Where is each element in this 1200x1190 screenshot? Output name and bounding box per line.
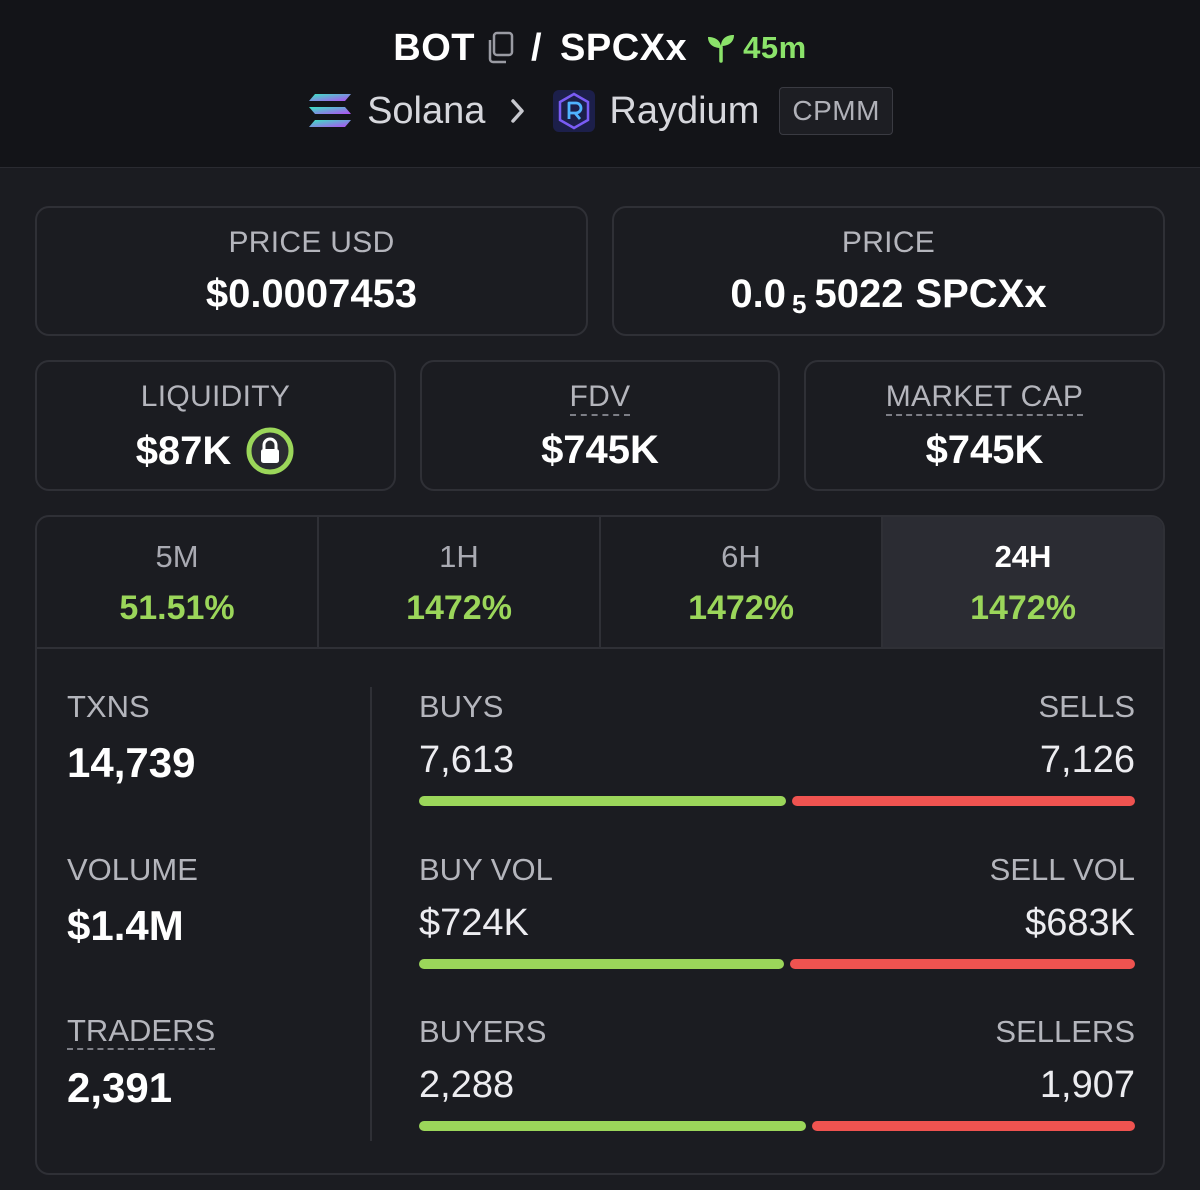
chevron-right-icon	[509, 97, 527, 125]
sells-value: 7,126	[1039, 739, 1135, 781]
price-native-label: PRICE	[841, 226, 936, 259]
volume-ratio-bar	[419, 959, 1135, 969]
raydium-icon	[551, 88, 597, 134]
chain-name[interactable]: Solana	[367, 89, 486, 132]
tab-change: 51.51%	[119, 589, 235, 627]
quote-token-symbol: SPCXx	[560, 26, 688, 69]
txns-value: 14,739	[67, 739, 196, 786]
base-token-symbol: BOT	[393, 26, 475, 69]
timeframe-stats-panel: 5M 51.51% 1H 1472% 6H 1472% 24H 1472% TX…	[35, 515, 1165, 1175]
sellers-label: SELLERS	[995, 1014, 1135, 1049]
txns-label: TXNS	[67, 689, 150, 724]
price-usd-card: PRICE USD $0.0007453	[35, 206, 588, 336]
txns-metric: TXNS 14,739	[67, 689, 195, 787]
buyers-value: 2,288	[419, 1064, 515, 1106]
fdv-label[interactable]: FDV	[569, 380, 631, 416]
sellers-bar	[812, 1121, 1135, 1131]
price-usd-label: PRICE USD	[228, 226, 395, 259]
volume-split: BUY VOL SELL VOL $724K $683K	[419, 852, 1135, 969]
tab-1h[interactable]: 1H 1472%	[319, 517, 601, 647]
chain-dex-row: Solana Raydium CPMM	[0, 84, 1200, 138]
sells-bar	[792, 796, 1135, 806]
price-native-digits: 5022	[814, 272, 904, 316]
sellers-value: 1,907	[1039, 1064, 1135, 1106]
buys-bar	[419, 796, 786, 806]
price-native-zero-count: 5	[791, 289, 807, 319]
tab-24h[interactable]: 24H 1472%	[883, 517, 1163, 647]
buys-sells-split: BUYS SELLS 7,613 7,126	[419, 689, 1135, 806]
liquidity-label: LIQUIDITY	[140, 380, 291, 413]
market-cap-card: MARKET CAP $745K	[804, 360, 1165, 491]
tab-change: 1472%	[406, 589, 512, 627]
lock-icon[interactable]	[245, 426, 295, 476]
sells-label: SELLS	[1038, 689, 1135, 724]
pair-separator: /	[530, 26, 543, 69]
tab-change: 1472%	[688, 589, 794, 627]
dex-name[interactable]: Raydium	[609, 89, 760, 132]
buy-vol-label: BUY VOL	[419, 852, 553, 887]
buyers-bar	[419, 1121, 806, 1131]
seedling-icon	[708, 35, 735, 63]
buy-vol-value: $724K	[419, 902, 529, 944]
traders-split: BUYERS SELLERS 2,288 1,907	[419, 1014, 1135, 1131]
buys-sells-ratio-bar	[419, 796, 1135, 806]
timeframe-tabs: 5M 51.51% 1H 1472% 6H 1472% 24H 1472%	[37, 517, 1163, 649]
tab-label: 24H	[994, 539, 1052, 574]
sell-vol-value: $683K	[1025, 902, 1135, 944]
copy-icon[interactable]	[485, 31, 515, 65]
fdv-value: $745K	[541, 428, 659, 472]
market-cap-label[interactable]: MARKET CAP	[885, 380, 1084, 416]
pair-title-row: BOT / SPCXx 45m	[0, 22, 1200, 74]
column-divider	[370, 687, 372, 1141]
traders-value: 2,391	[67, 1064, 173, 1111]
tab-label: 5M	[155, 539, 199, 574]
liquidity-card: LIQUIDITY $87K	[35, 360, 396, 491]
traders-label[interactable]: TRADERS	[67, 1013, 216, 1050]
fdv-card: FDV $745K	[420, 360, 780, 491]
pool-type-badge: CPMM	[779, 87, 893, 135]
price-native-value: 0.0 5 5022 SPCXx	[614, 272, 1163, 319]
tab-label: 1H	[439, 539, 479, 574]
market-cap-value: $745K	[925, 428, 1044, 472]
pair-header: BOT / SPCXx 45m	[0, 0, 1200, 168]
pair-age-text: 45m	[743, 30, 807, 65]
liquidity-value: $87K	[135, 428, 232, 473]
buyers-label: BUYERS	[419, 1014, 547, 1049]
liquidity-value-row: $87K	[37, 426, 394, 476]
tab-6h[interactable]: 6H 1472%	[601, 517, 883, 647]
tab-change: 1472%	[970, 589, 1076, 627]
sell-vol-bar	[790, 959, 1135, 969]
traders-ratio-bar	[419, 1121, 1135, 1131]
traders-metric: TRADERS 2,391	[67, 1013, 216, 1112]
volume-value: $1.4M	[67, 902, 184, 949]
tab-5m[interactable]: 5M 51.51%	[37, 517, 319, 647]
price-native-unit: SPCXx	[915, 272, 1047, 316]
buys-label: BUYS	[419, 689, 504, 724]
sell-vol-label: SELL VOL	[989, 852, 1135, 887]
pair-age-badge: 45m	[705, 30, 807, 66]
buy-vol-bar	[419, 959, 784, 969]
tab-label: 6H	[721, 539, 761, 574]
buys-value: 7,613	[419, 739, 515, 781]
price-native-prefix: 0.0	[730, 272, 786, 316]
price-native-card: PRICE 0.0 5 5022 SPCXx	[612, 206, 1165, 336]
volume-metric: VOLUME $1.4M	[67, 852, 198, 950]
solana-icon	[307, 92, 353, 130]
price-usd-value: $0.0007453	[205, 272, 418, 316]
volume-label: VOLUME	[67, 852, 198, 887]
